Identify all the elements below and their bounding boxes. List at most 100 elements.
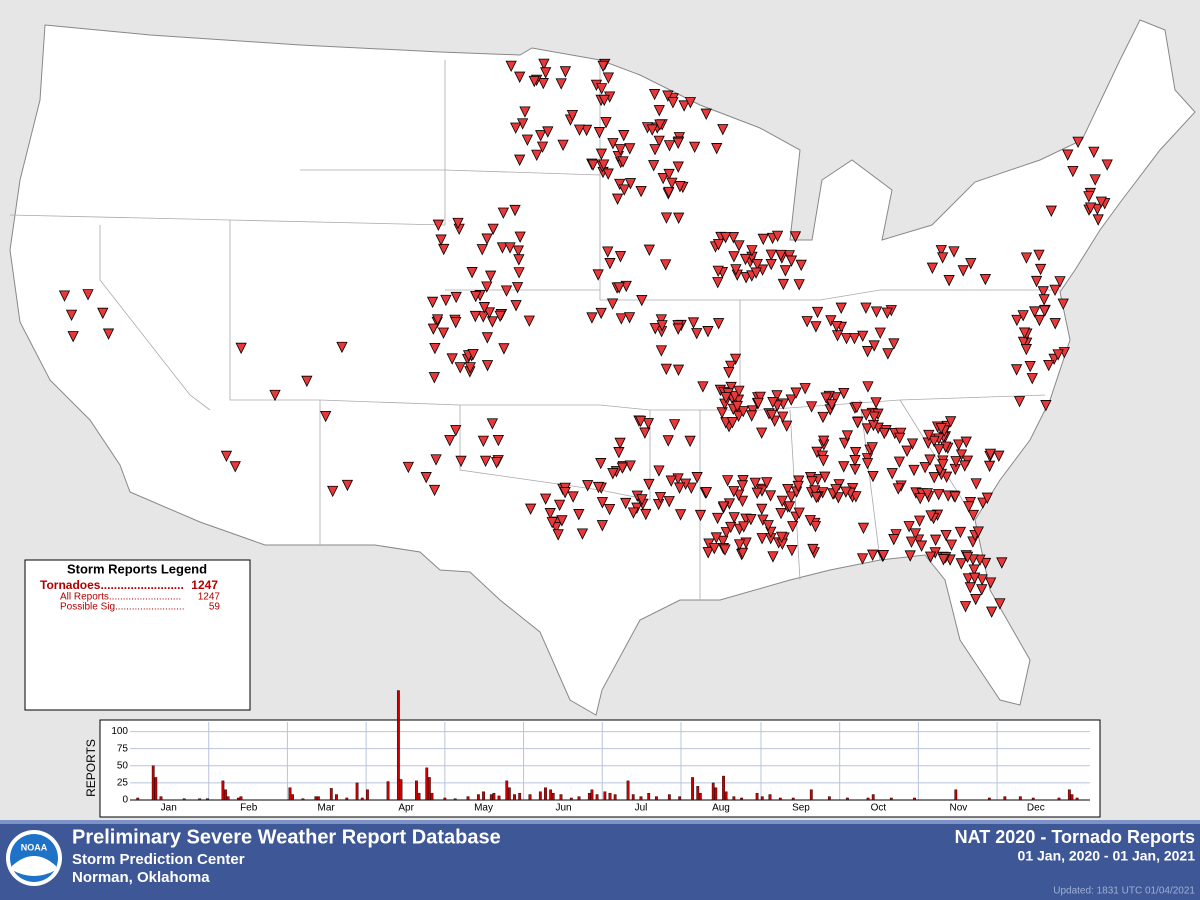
- report-marker: [888, 534, 900, 546]
- report-marker: [981, 492, 993, 504]
- report-marker: [470, 290, 482, 303]
- report-marker: [523, 315, 535, 327]
- report-marker: [620, 497, 632, 510]
- report-marker: [613, 282, 625, 294]
- report-marker: [904, 550, 916, 562]
- report-marker: [1020, 252, 1033, 264]
- report-marker: [1057, 298, 1069, 310]
- report-marker: [979, 273, 992, 286]
- report-marker: [320, 410, 332, 423]
- report-marker: [831, 330, 844, 342]
- report-marker: [514, 231, 526, 243]
- report-marker: [648, 89, 661, 101]
- logo-wave: [12, 856, 56, 876]
- report-marker: [615, 313, 627, 325]
- report-marker: [851, 401, 863, 414]
- bar: [913, 797, 916, 801]
- report-marker: [935, 423, 947, 435]
- bar: [453, 798, 457, 801]
- bar: [590, 789, 594, 801]
- report-marker: [616, 462, 628, 474]
- report-marker: [950, 456, 962, 468]
- report-marker: [481, 332, 493, 344]
- report-marker: [977, 497, 989, 509]
- report-marker: [617, 156, 629, 168]
- legend-label: All Reports..........................: [60, 592, 181, 603]
- x-tick-label: Dec: [1027, 803, 1045, 814]
- report-marker: [553, 499, 566, 512]
- bar: [577, 796, 581, 801]
- report-marker: [500, 285, 513, 297]
- report-marker: [478, 302, 491, 314]
- report-marker: [653, 465, 665, 477]
- report-marker: [596, 83, 608, 95]
- report-marker: [1010, 364, 1023, 376]
- bar: [696, 786, 700, 801]
- report-marker: [557, 139, 569, 152]
- report-marker: [801, 316, 813, 328]
- report-marker: [733, 539, 746, 551]
- bar: [538, 791, 542, 801]
- report-marker: [1020, 344, 1033, 356]
- report-marker: [702, 547, 714, 559]
- report-marker: [655, 314, 667, 326]
- report-marker: [595, 307, 607, 320]
- report-marker: [752, 397, 764, 410]
- report-marker: [711, 512, 724, 525]
- bar: [443, 797, 447, 801]
- legend-label: Possible Sig.........................: [60, 602, 185, 613]
- report-marker: [446, 353, 458, 365]
- report-marker: [438, 243, 450, 256]
- report-marker: [663, 496, 675, 508]
- report-marker: [1067, 165, 1079, 178]
- report-marker: [674, 181, 686, 193]
- report-marker: [662, 90, 674, 102]
- report-marker: [983, 460, 996, 473]
- legend-value: 1247: [191, 578, 218, 592]
- report-marker: [729, 353, 742, 366]
- report-marker: [962, 573, 974, 585]
- report-marker: [481, 281, 493, 293]
- y-tick-label: 0: [122, 795, 128, 806]
- x-tick-label: Oct: [871, 803, 887, 814]
- bar: [778, 797, 782, 801]
- report-marker: [607, 138, 619, 150]
- report-marker: [624, 460, 636, 472]
- report-marker: [483, 307, 496, 319]
- report-marker: [1062, 149, 1074, 161]
- bar: [159, 796, 163, 801]
- report-marker: [602, 246, 614, 258]
- report-marker: [994, 598, 1006, 610]
- report-marker: [691, 328, 703, 340]
- report-marker: [756, 427, 768, 439]
- report-marker: [993, 450, 1005, 462]
- bar: [316, 796, 320, 801]
- report-marker: [817, 411, 829, 424]
- report-marker: [477, 435, 490, 448]
- report-marker: [830, 320, 843, 333]
- bar: [314, 796, 318, 801]
- legend-value: 59: [209, 602, 221, 613]
- report-marker: [627, 507, 640, 519]
- report-marker: [1033, 314, 1046, 327]
- report-marker: [600, 117, 612, 129]
- report-marker: [840, 486, 852, 498]
- bar: [846, 797, 849, 801]
- report-marker: [957, 265, 969, 277]
- report-marker: [660, 363, 672, 376]
- report-marker: [519, 106, 531, 118]
- y-tick-label: 100: [111, 726, 128, 737]
- report-marker: [674, 509, 687, 521]
- report-marker: [498, 343, 510, 355]
- report-marker: [850, 491, 862, 503]
- report-marker: [597, 60, 609, 73]
- report-marker: [464, 362, 476, 374]
- report-marker: [497, 207, 509, 219]
- report-marker: [432, 219, 444, 231]
- report-marker: [965, 258, 977, 270]
- report-marker: [700, 108, 712, 120]
- report-marker: [861, 423, 873, 435]
- report-marker: [595, 458, 607, 470]
- report-marker: [513, 267, 525, 279]
- report-marker: [602, 72, 615, 84]
